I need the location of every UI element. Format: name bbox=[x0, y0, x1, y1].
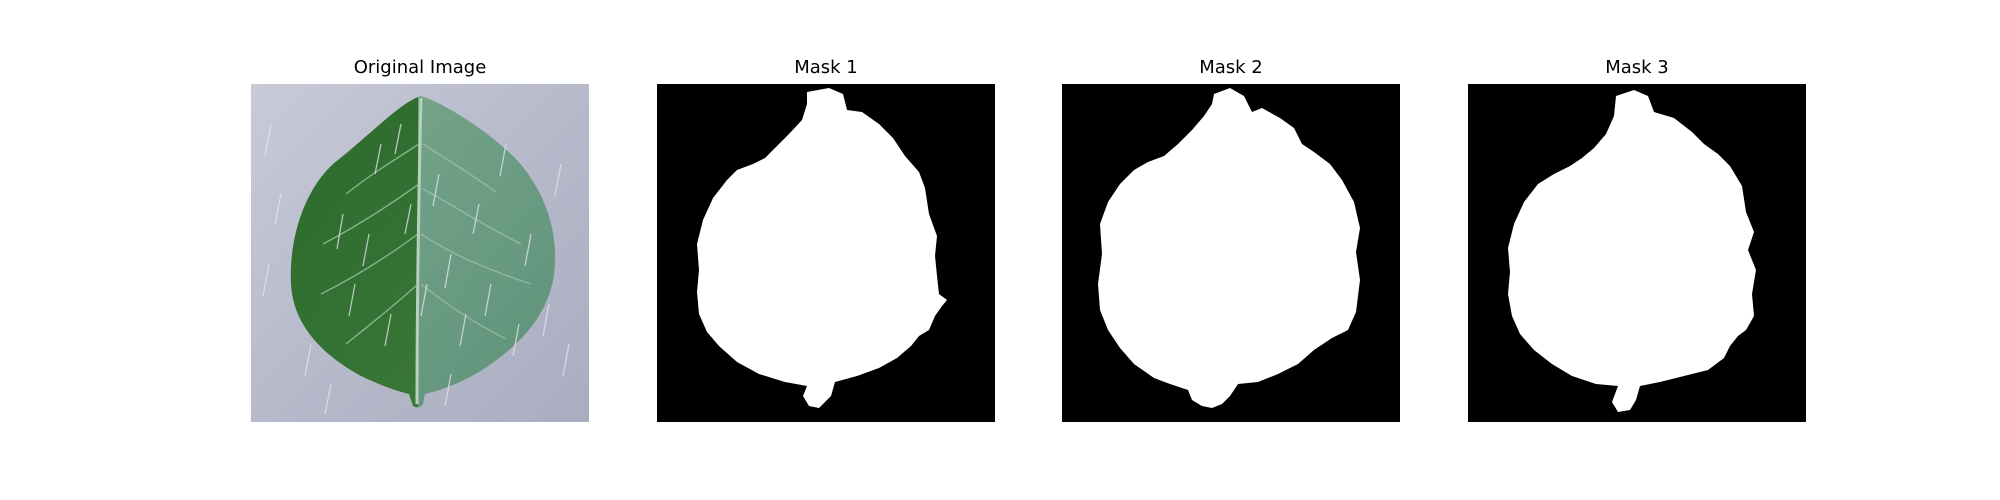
mask-1-image bbox=[657, 84, 995, 422]
panel-title-original: Original Image bbox=[353, 57, 487, 78]
panel-mask-2: Mask 2 bbox=[1062, 0, 1400, 500]
panel-mask-3: Mask 3 bbox=[1468, 0, 1806, 500]
original-leaf-image bbox=[251, 84, 589, 422]
panel-title-mask-2: Mask 2 bbox=[1199, 57, 1263, 78]
mask-3-image bbox=[1468, 84, 1806, 422]
panel-title-mask-3: Mask 3 bbox=[1605, 57, 1669, 78]
panel-original: Original Image bbox=[251, 0, 589, 500]
panel-title-mask-1: Mask 1 bbox=[794, 57, 858, 78]
panel-mask-1: Mask 1 bbox=[657, 0, 995, 500]
mask-2-image bbox=[1062, 84, 1400, 422]
